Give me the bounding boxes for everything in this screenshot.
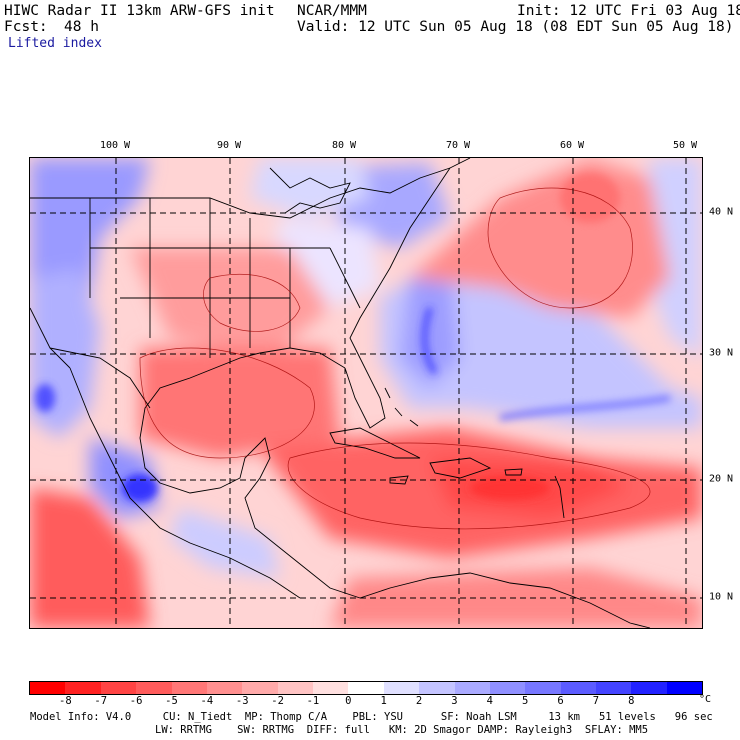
colorbar-cell (30, 682, 66, 694)
colorbar-cell (560, 682, 596, 694)
colorbar-cell (171, 682, 207, 694)
init-time: Init: 12 UTC Fri 03 Aug 18 (517, 3, 740, 19)
colorbar-tick-label: 2 (415, 695, 423, 707)
model-title: HIWC Radar II 13km ARW-GFS init (4, 3, 275, 19)
contour-lines (139, 187, 651, 530)
colorbar-cell (525, 682, 561, 694)
valid-time: Valid: 12 UTC Sun 05 Aug 18 (08 EDT Sun … (297, 19, 734, 35)
colorbar-tick-label: 1 (380, 695, 387, 707)
lon-label-70w: 70 W (445, 140, 471, 151)
org-label: NCAR/MMM (297, 3, 367, 19)
colorbar-cell (596, 682, 632, 694)
colorbar-tick-label: 3 (451, 695, 458, 707)
colorbar-cell (277, 682, 313, 694)
colorbar-cell (206, 682, 243, 694)
colorbar-cell (454, 682, 490, 694)
field-name: Lifted index (8, 36, 102, 51)
model-info-line-1: Model Info: V4.0 CU: N_Tiedt MP: Thomp C… (30, 711, 713, 723)
colorbar-tick-label: 8 (628, 695, 635, 707)
lat-label-20n: 20 N (709, 473, 734, 485)
colorbar-cell (489, 682, 526, 694)
colorbar-tick-label: -4 (200, 695, 214, 707)
colorbar (29, 681, 703, 695)
colorbar-cell (383, 682, 420, 694)
map-canvas (30, 158, 702, 628)
colorbar-cell (419, 682, 455, 694)
lon-label-80w: 80 W (331, 140, 357, 151)
colorbar-cell (348, 682, 384, 694)
lon-label-90w: 90 W (216, 140, 242, 151)
coastlines-borders (30, 158, 651, 628)
lat-label-10n: 10 N (709, 591, 734, 603)
forecast-hour: 48 h (64, 19, 99, 35)
lat-label-30n: 30 N (709, 347, 734, 359)
colorbar-tick-label: -8 (59, 695, 72, 707)
colorbar-cell (65, 682, 101, 694)
colorbar-tick-label: -2 (271, 695, 284, 707)
lon-label-60w: 60 W (559, 140, 585, 151)
colorbar-cell (100, 682, 137, 694)
colorbar-cell (666, 682, 703, 694)
colorbar-cell (631, 682, 667, 694)
lon-label-50w: 50 W (672, 140, 698, 151)
colorbar-tick-label: 0 (345, 695, 352, 707)
field-detail (35, 173, 671, 502)
colorbar-tick-label: -6 (129, 695, 143, 707)
colorbar-tick-label: -5 (165, 695, 178, 707)
colorbar-unit: °C (699, 694, 712, 705)
colorbar-cell (136, 682, 172, 694)
model-info-line-2: LW: RRTMG SW: RRTMG DIFF: full KM: 2D Sm… (155, 724, 649, 736)
lat-label-40n: 40 N (709, 206, 734, 218)
colorbar-cell (242, 682, 278, 694)
forecast-label: Fcst: (4, 19, 48, 35)
colorbar-cell (313, 682, 349, 694)
colorbar-tick-label: 4 (486, 695, 493, 707)
colorbar-tick-label: 6 (557, 695, 564, 707)
lon-label-100w: 100 W (99, 140, 131, 151)
colorbar-tick-label: -1 (306, 695, 320, 707)
colorbar-tick-label: 5 (521, 695, 529, 707)
colorbar-tick-label: -7 (94, 695, 108, 707)
lifted-index-map (29, 157, 703, 629)
colorbar-tick-label: 7 (592, 695, 600, 707)
colorbar-tick-label: -3 (235, 695, 249, 707)
latlon-grid (30, 158, 702, 628)
